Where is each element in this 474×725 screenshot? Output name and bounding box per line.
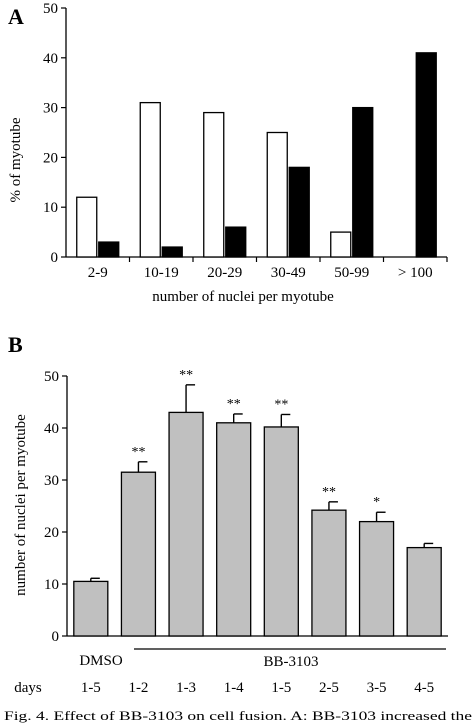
b-day-label: 1-3 — [176, 680, 196, 696]
a-x-tick-label: 10-19 — [144, 265, 179, 281]
panel-a-y-axis-label: % of myotube — [8, 117, 24, 202]
a-x-tick-label: 20-29 — [207, 265, 242, 281]
b-bar — [311, 509, 347, 637]
b-significance-mark: * — [373, 495, 380, 510]
a-x-tick-label: 2-9 — [88, 265, 108, 281]
b-bar — [358, 520, 395, 637]
b-significance-mark: ** — [227, 397, 241, 412]
b-bar — [216, 422, 252, 637]
b-significance-mark: ** — [322, 485, 336, 500]
panel-a-label: A — [8, 4, 24, 29]
b-bar — [263, 426, 299, 637]
treatment-group-label: BB-3103 — [263, 654, 318, 670]
b-significance-mark: ** — [131, 445, 145, 460]
figure-caption: Fig. 4. Effect of BB-3103 on cell fusion… — [4, 708, 472, 723]
b-y-tick-label: 0 — [52, 629, 60, 645]
a-y-tick-label: 20 — [43, 150, 58, 166]
a-bar-open — [203, 111, 225, 258]
a-y-tick-label: 30 — [43, 101, 58, 117]
panel-b-tick-labels: 0 10 20 30 40 50 — [44, 369, 59, 645]
b-y-tick-label: 30 — [44, 473, 59, 489]
a-bar-filled — [98, 241, 120, 258]
b-day-label: 1-5 — [271, 680, 291, 696]
b-significance-mark: ** — [179, 368, 193, 383]
a-y-tick-label: 10 — [43, 200, 58, 216]
a-bar-filled — [352, 106, 374, 258]
b-bar — [73, 580, 109, 637]
panel-b-label: B — [8, 332, 23, 357]
a-x-tick-label: 30-49 — [271, 265, 306, 281]
panel-b-bars: ****** ***** — [73, 368, 442, 637]
panel-b-y-axis-label: number of nuclei per myotube — [13, 414, 29, 596]
a-bar-filled — [415, 52, 437, 258]
a-bar-open — [76, 196, 98, 258]
panel-a-bars — [76, 52, 437, 258]
b-bar — [168, 411, 204, 637]
b-y-tick-label: 10 — [44, 577, 59, 593]
b-day-label: 2-5 — [319, 680, 339, 696]
panel-a: A % of myotube 0 10 20 30 40 50 2-9 10-19 20-29 3… — [8, 1, 448, 305]
panel-a-axes — [61, 7, 448, 262]
b-day-label: 3-5 — [367, 680, 387, 696]
b-y-tick-label: 20 — [44, 525, 59, 541]
days-label: days — [14, 680, 42, 696]
b-day-label: 1-2 — [128, 680, 148, 696]
a-y-tick-label: 50 — [43, 1, 58, 17]
b-day-label: 4-5 — [414, 680, 434, 696]
a-bar-open — [139, 101, 161, 258]
a-x-tick-label: 50-99 — [334, 265, 369, 281]
a-bar-filled — [161, 246, 183, 258]
b-y-tick-label: 50 — [44, 369, 59, 385]
panel-a-x-axis-label: number of nuclei per myotube — [152, 289, 334, 305]
a-bar-open — [330, 231, 352, 258]
panel-b: B number of nuclei per myotube ****** ***… — [8, 332, 448, 696]
a-bar-filled — [225, 226, 247, 258]
panel-a-tick-labels: 0 10 20 30 40 50 2-9 10-19 20-29 30-49 50-99 > 100 — [43, 1, 433, 281]
a-y-tick-label: 40 — [43, 51, 58, 67]
panel-b-day-labels: 1-5 1-2 1-3 1-4 1-5 2-5 3-5 4-5 — [81, 680, 434, 696]
b-day-label: 1-4 — [224, 680, 244, 696]
a-bar-open — [266, 131, 288, 258]
control-group-label: DMSO — [79, 653, 123, 669]
b-day-label: 1-5 — [81, 680, 101, 696]
b-y-tick-label: 40 — [44, 421, 59, 437]
b-bar — [406, 546, 442, 637]
b-bar — [120, 471, 157, 637]
a-x-tick-label: > 100 — [398, 265, 433, 281]
a-y-tick-label: 0 — [51, 250, 59, 266]
a-bar-filled — [288, 166, 310, 258]
b-significance-mark: ** — [274, 397, 288, 412]
